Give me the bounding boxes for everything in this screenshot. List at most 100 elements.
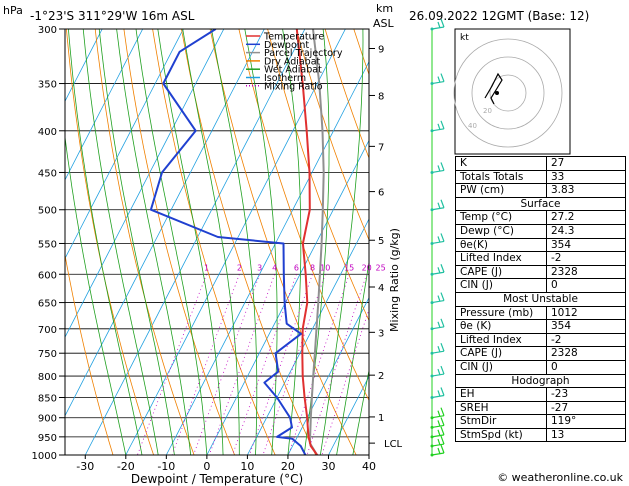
pressure-unit-label: hPa: [3, 4, 23, 17]
isotherm-line: [65, 29, 144, 181]
dry-adiabat-line: [267, 29, 369, 322]
lcl-label: LCL: [384, 439, 403, 450]
legend-label: Wet Adiabat: [264, 65, 322, 76]
hodograph-ring: [471, 56, 545, 130]
plot-frame: [64, 28, 370, 456]
isotherm-line: [165, 60, 369, 455]
dry-adiabat-line: [238, 29, 369, 402]
mu-row-cin: CIN (J) 0: [455, 359, 626, 375]
profile-lines: [149, 29, 325, 455]
pressure-tick-label: 350: [38, 80, 57, 91]
isotherm-line: [328, 375, 369, 455]
temperature-tick-label: -30: [76, 460, 94, 473]
temperature-line: [295, 29, 318, 455]
surface-row-li: Lifted Index -2: [455, 251, 626, 266]
hodo-row-stmdir: StmDir 119°: [455, 414, 626, 429]
mixing-ratio-label: 4: [272, 263, 277, 272]
wet-adiabat-line: [282, 29, 302, 455]
height-unit-label: km: [376, 2, 393, 15]
wind-barb: [431, 233, 445, 245]
dry-adiabat-line: [295, 29, 369, 241]
surface-header: Surface: [455, 196, 626, 212]
wind-barb: [431, 264, 445, 275]
dry-adiabat-line: [123, 29, 235, 455]
indices-panel: K 27 Totals Totals 33 PW (cm) 3.83 Surface …: [455, 156, 626, 468]
wet-adiabat-line: [211, 29, 258, 455]
height-tick-label: 1: [378, 413, 384, 424]
height-tick-label: 7: [378, 142, 384, 153]
most-unstable-header: Most Unstable: [455, 291, 626, 307]
wind-barb: [431, 318, 445, 330]
wet-adiabat-line: [98, 29, 175, 455]
mixing-ratio-label: 6: [294, 263, 299, 272]
wind-barb: [431, 292, 445, 304]
pressure-tick-label: 300: [38, 25, 57, 36]
temperature-tick-label: -20: [117, 460, 135, 473]
height-tick-label: 2: [378, 371, 384, 382]
isotherm-line: [247, 218, 369, 455]
legend-label: Parcel Trajectory: [264, 48, 343, 59]
wet-adiabat-line: [116, 29, 192, 455]
wet-adiabat-line: [135, 29, 208, 455]
hodograph-frame: [454, 28, 571, 155]
mu-header-row: Most Unstable: [455, 291, 626, 307]
mixing-ratio-line: [137, 274, 207, 455]
mixing-ratio-line: [171, 274, 240, 455]
mixing-ratio-line: [209, 274, 276, 455]
hodograph-ring-label: 20: [483, 107, 492, 115]
pressure-tick-label: 700: [38, 325, 57, 336]
pressure-tick-label: 800: [38, 372, 57, 383]
wind-barb: [431, 199, 445, 211]
wind-barb: [431, 120, 445, 132]
datetime-label: 26.09.2022 12GMT (Base: 12): [409, 9, 589, 23]
mixing-ratio-label: 8: [310, 263, 315, 272]
mu-row-theta: θe (K) 354: [455, 319, 626, 334]
mixing-ratio-line: [321, 308, 369, 455]
isotherm-line: [65, 29, 184, 260]
mixing-ratio-label: 3: [257, 263, 262, 272]
mu-row-pressure: Pressure (mb) 1012: [455, 305, 626, 321]
wind-barb: [431, 73, 445, 85]
mixing-ratio-label: 2: [237, 263, 242, 272]
mixing-ratio-axis-title: Mixing Ratio (g/kg): [388, 228, 401, 332]
mixing-ratio-line: [193, 274, 261, 455]
parcel-trajectory-line: [308, 29, 325, 455]
surface-row-cin: CIN (J) 0: [455, 278, 626, 293]
index-row-k: K 27: [455, 156, 626, 171]
pressure-tick-label: 450: [38, 168, 57, 179]
height-tick-label: 6: [378, 188, 384, 199]
legend-label: Dewpoint: [264, 40, 309, 51]
hodo-header-row: Hodograph: [455, 373, 626, 389]
wet-adiabat-line: [157, 29, 224, 455]
dry-adiabat-line: [324, 29, 369, 160]
height-unit-asl-label: ASL: [373, 17, 395, 30]
hodograph-trace: [484, 72, 503, 105]
index-row-totals: Totals Totals 33: [455, 169, 626, 185]
hodograph-unit-label: kt: [460, 33, 469, 43]
mixing-ratio-label: 15: [344, 263, 354, 272]
pressure-tick-label: 500: [38, 206, 57, 217]
isotherm-line: [0, 29, 21, 455]
mixing-ratio-label: 1: [204, 263, 209, 272]
wet-adiabat-line: [303, 29, 330, 455]
wind-barb: [431, 387, 445, 399]
wind-barb: [431, 444, 445, 456]
mixing-ratio-label: 10: [320, 263, 330, 272]
wind-barb: [431, 407, 445, 419]
wind-barb: [431, 435, 445, 447]
height-tick-label: 8: [378, 91, 384, 102]
dry-adiabat-line: [66, 29, 154, 455]
mixing-ratio-line: [288, 274, 350, 455]
temperature-tick-label: 0: [203, 460, 210, 473]
temperature-tick-label: 30: [321, 460, 335, 473]
dewpoint-line: [149, 29, 307, 455]
hodograph-header: Hodograph: [455, 373, 626, 389]
wind-barb: [431, 365, 445, 377]
pressure-tick-label: 400: [38, 127, 57, 138]
pressure-tick-label: 600: [38, 270, 57, 281]
hodograph: kt 20 40: [453, 28, 571, 155]
dry-adiabat-line: [209, 29, 357, 455]
wet-adiabat-line: [352, 368, 369, 455]
wet-adiabat-line: [82, 29, 159, 455]
